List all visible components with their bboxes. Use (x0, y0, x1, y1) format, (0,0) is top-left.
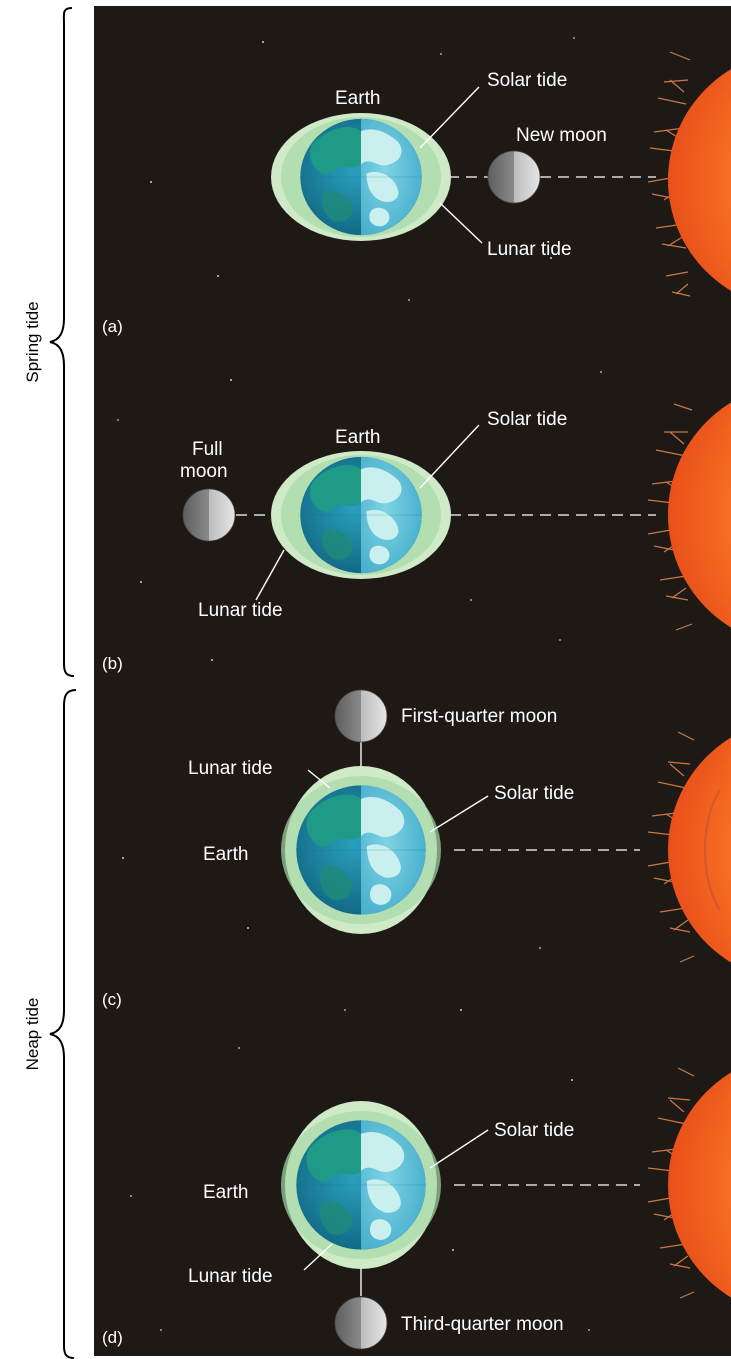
lunar-tide-label: Lunar tide (487, 239, 572, 260)
earth-label: Earth (335, 427, 380, 448)
solar-tide-leader (429, 1129, 489, 1169)
spring-tide-brace (49, 7, 75, 677)
earth-with-tides (281, 766, 441, 934)
stars (117, 37, 602, 1331)
panel-c: First-quarter moon Lunar tide Solar tide… (102, 689, 731, 1009)
new-moon (487, 150, 541, 204)
solar-tide-leader (419, 424, 480, 489)
third-quarter-moon (334, 1296, 388, 1350)
solar-tide-label: Solar tide (494, 1120, 574, 1141)
sun (647, 51, 731, 297)
solar-tide-leader (419, 86, 480, 149)
panel-letter: (a) (102, 317, 123, 336)
lunar-tide-leader (255, 549, 285, 601)
sun (647, 731, 731, 963)
panel-letter: (c) (102, 990, 122, 1009)
moon-label: First-quarter moon (401, 706, 557, 727)
panel-b: Earth Solar tide Full moon Lunar tide (b… (102, 402, 731, 673)
moon-label: Third-quarter moon (401, 1314, 564, 1335)
sun (647, 402, 731, 631)
earth-label: Earth (203, 1182, 248, 1203)
earth-label: Earth (203, 844, 248, 865)
lunar-tide-leader (303, 1243, 333, 1271)
solar-tide-leader (429, 795, 489, 833)
first-quarter-moon (334, 689, 388, 743)
panel-letter: (b) (102, 654, 123, 673)
moon-label-line2: moon (180, 461, 228, 482)
moon-label: New moon (516, 125, 607, 146)
sun (647, 1067, 731, 1299)
panel-letter: (d) (102, 1328, 123, 1347)
lunar-tide-label: Lunar tide (188, 758, 273, 779)
solar-tide-label: Solar tide (487, 409, 567, 430)
panel-a: Earth Solar tide New moon Lunar tide (a) (102, 51, 731, 336)
moon-label-line1: Full (192, 439, 223, 460)
lunar-tide-leader (439, 202, 483, 244)
lunar-tide-label: Lunar tide (188, 1266, 273, 1287)
solar-tide-label: Solar tide (494, 783, 574, 804)
neap-tide-label: Neap tide (23, 998, 42, 1071)
panel-d: Solar tide Earth Lunar tide Third-quarte… (102, 1067, 731, 1350)
earth-with-tides (281, 1101, 441, 1269)
spring-tide-label: Spring tide (23, 301, 42, 382)
earth-with-tides (271, 113, 451, 241)
lunar-tide-leader (307, 769, 331, 789)
solar-tide-label: Solar tide (487, 70, 567, 91)
neap-tide-brace (49, 689, 77, 1359)
full-moon (182, 488, 236, 542)
lunar-tide-label: Lunar tide (198, 600, 283, 621)
earth-label: Earth (335, 88, 380, 109)
earth-with-tides (271, 451, 451, 579)
